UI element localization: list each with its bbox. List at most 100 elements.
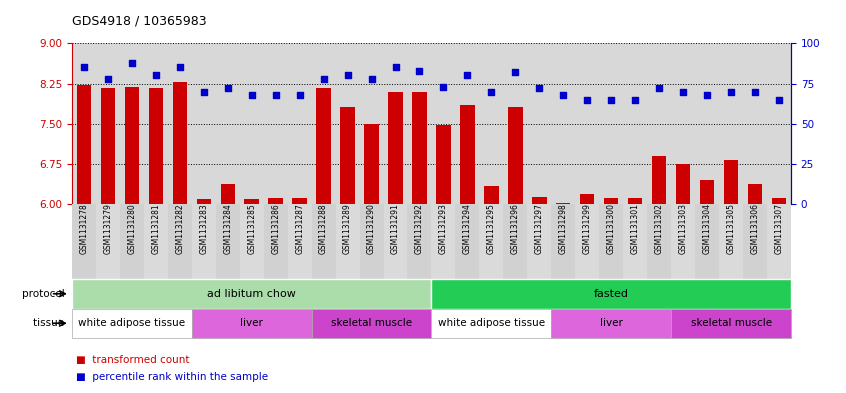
Bar (671, 309, 791, 338)
Point (365, 75, 378, 82)
Bar (599, 204, 624, 279)
Point (269, 92, 283, 98)
Text: liver: liver (600, 318, 623, 328)
Bar (388, 92, 403, 204)
Bar (455, 204, 480, 279)
Point (125, 59, 139, 66)
Bar (556, 203, 570, 204)
Text: GDS4918 / 10365983: GDS4918 / 10365983 (72, 15, 206, 28)
Point (173, 64, 186, 70)
Point (533, 85, 547, 92)
Bar (652, 156, 667, 204)
Bar (719, 204, 743, 279)
Text: tissue: tissue (33, 318, 68, 328)
Bar (431, 279, 791, 309)
Bar (460, 105, 475, 204)
Bar (532, 197, 547, 204)
Bar (772, 198, 786, 204)
Bar (480, 204, 503, 279)
Bar (724, 160, 739, 204)
Point (101, 75, 114, 82)
Bar (365, 124, 379, 204)
Bar (288, 204, 311, 279)
Bar (144, 204, 168, 279)
Bar (700, 180, 714, 204)
Bar (743, 204, 767, 279)
Point (508, 69, 522, 75)
Bar (72, 279, 431, 309)
Bar (360, 204, 383, 279)
Point (557, 92, 570, 98)
Point (388, 64, 403, 70)
Bar (101, 88, 115, 204)
Bar (552, 204, 575, 279)
Bar (695, 204, 719, 279)
Bar (311, 309, 431, 338)
Text: liver: liver (240, 318, 263, 328)
Text: ■  transformed count: ■ transformed count (76, 354, 190, 365)
Bar (192, 309, 311, 338)
Bar (431, 204, 455, 279)
Bar (671, 204, 695, 279)
Bar (77, 85, 91, 204)
Bar (268, 198, 283, 204)
Bar (575, 204, 599, 279)
Point (485, 88, 498, 95)
Bar (221, 184, 235, 204)
Bar (527, 204, 552, 279)
Bar (437, 125, 451, 204)
Bar (196, 199, 211, 204)
Bar (767, 204, 791, 279)
Text: white adipose tissue: white adipose tissue (79, 318, 185, 328)
Bar (508, 107, 523, 204)
Bar (173, 83, 187, 204)
Text: protocol: protocol (22, 289, 68, 299)
Bar (311, 204, 336, 279)
Bar (412, 92, 426, 204)
Bar (96, 204, 120, 279)
Point (629, 96, 642, 103)
Bar (293, 198, 307, 204)
Bar (383, 204, 408, 279)
Bar (647, 204, 671, 279)
Bar (580, 194, 595, 204)
Bar (192, 204, 216, 279)
Point (293, 92, 306, 98)
Point (700, 92, 714, 98)
Point (724, 88, 738, 95)
Bar (72, 204, 96, 279)
Bar (676, 164, 690, 204)
Point (245, 92, 259, 98)
Bar (503, 204, 527, 279)
Bar (484, 185, 498, 204)
Bar (72, 309, 192, 338)
Point (652, 85, 666, 92)
Bar (264, 204, 288, 279)
Bar (552, 309, 671, 338)
Bar (748, 184, 762, 204)
Point (221, 85, 234, 92)
Point (316, 75, 330, 82)
Point (749, 88, 762, 95)
Point (437, 84, 450, 90)
Bar (120, 204, 144, 279)
Point (197, 88, 211, 95)
Bar (336, 204, 360, 279)
Point (149, 72, 162, 79)
Bar (628, 198, 642, 204)
Bar (216, 204, 239, 279)
Text: ■  percentile rank within the sample: ■ percentile rank within the sample (76, 372, 268, 382)
Text: white adipose tissue: white adipose tissue (438, 318, 545, 328)
Point (460, 72, 474, 79)
Text: ad libitum chow: ad libitum chow (207, 289, 296, 299)
Point (580, 96, 594, 103)
Point (677, 88, 690, 95)
Bar (624, 204, 647, 279)
Bar (604, 198, 618, 204)
Point (604, 96, 618, 103)
Point (341, 72, 354, 79)
Point (77, 64, 91, 70)
Bar (340, 107, 354, 204)
Text: skeletal muscle: skeletal muscle (690, 318, 772, 328)
Point (413, 68, 426, 74)
